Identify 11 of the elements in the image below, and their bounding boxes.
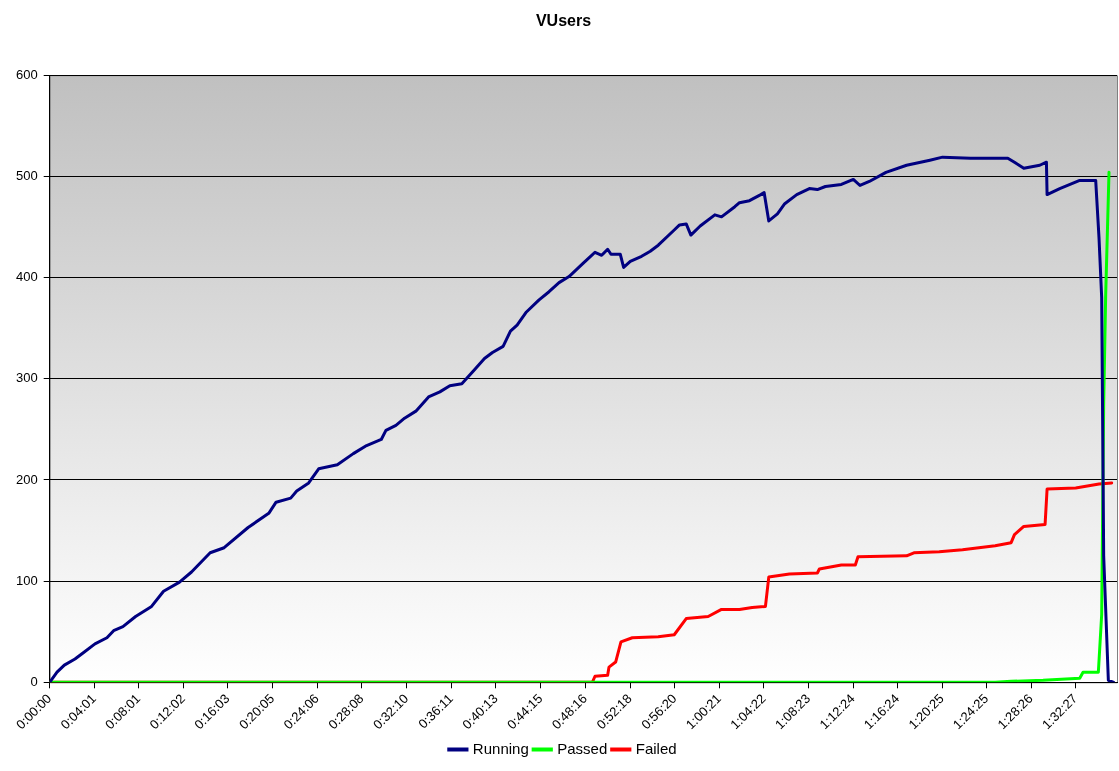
y-tick-label: 100 <box>15 572 38 588</box>
y-tick-label: 400 <box>15 269 38 285</box>
y-tick-label: 300 <box>15 370 38 386</box>
legend-label: Passed <box>557 739 608 757</box>
y-tick-label: 600 <box>15 66 38 82</box>
legend-label: Running <box>472 739 529 757</box>
legend-label: Failed <box>635 739 677 757</box>
y-tick-label: 500 <box>15 167 38 183</box>
y-tick-label: 0 <box>30 673 38 689</box>
y-tick-label: 200 <box>15 471 38 487</box>
chart-title: VUsers <box>535 12 592 30</box>
